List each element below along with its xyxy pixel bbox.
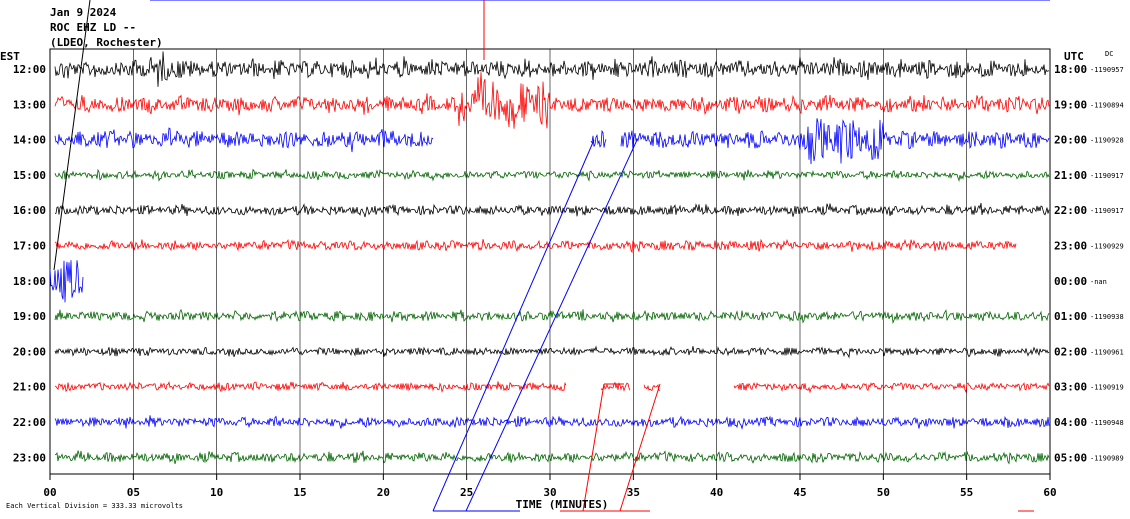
trace-12:00 xyxy=(54,51,1050,87)
x-axis-label: TIME (MINUTES) xyxy=(516,498,609,511)
utc-label-20:00: 20:00 xyxy=(1054,134,1087,147)
trace-14:00 xyxy=(54,118,1050,165)
est-label-20:00: 20:00 xyxy=(13,345,46,358)
x-tick-label-00: 00 xyxy=(43,486,56,499)
dc-offset-23:00: -1190929 xyxy=(1090,243,1124,251)
est-label-15:00: 15:00 xyxy=(13,169,46,182)
left-timezone-label: EST xyxy=(0,50,20,63)
artifact-line-2 xyxy=(53,0,91,271)
dc-offset-04:00: -1190948 xyxy=(1090,419,1124,427)
est-label-16:00: 16:00 xyxy=(13,204,46,217)
est-label-12:00: 12:00 xyxy=(13,63,46,76)
seismic-traces xyxy=(49,51,1050,465)
est-label-22:00: 22:00 xyxy=(13,416,46,429)
dc-offset-18:00: -1190957 xyxy=(1090,66,1124,74)
utc-label-22:00: 22:00 xyxy=(1054,204,1087,217)
x-tick-label-25: 25 xyxy=(460,486,473,499)
est-label-14:00: 14:00 xyxy=(13,134,46,147)
x-tick-label-40: 40 xyxy=(710,486,723,499)
x-tick-label-55: 55 xyxy=(960,486,973,499)
header-date: Jan 9 2024 xyxy=(50,6,117,19)
trace-19:00 xyxy=(54,308,1050,325)
dc-label: DC xyxy=(1105,50,1113,58)
x-tick-label-35: 35 xyxy=(627,486,640,499)
dc-offset-00:00: -nan xyxy=(1090,278,1107,286)
right-timezone-label: UTC xyxy=(1064,50,1084,63)
x-tick-label-30: 30 xyxy=(543,486,556,499)
artifact-line-6 xyxy=(619,383,661,512)
dc-offset-05:00: -1190989 xyxy=(1090,454,1124,462)
dc-offset-20:00: -1190928 xyxy=(1090,137,1124,145)
trace-23:00 xyxy=(55,450,1050,465)
trace-13:00 xyxy=(54,72,1050,129)
minute-gridlines xyxy=(49,49,1051,480)
utc-label-04:00: 04:00 xyxy=(1054,416,1087,429)
utc-label-03:00: 03:00 xyxy=(1054,381,1087,394)
trace-15:00 xyxy=(54,168,1050,183)
artifact-line-3 xyxy=(432,139,595,512)
scale-note: Each Vertical Division = 333.33 microvol… xyxy=(6,502,183,510)
est-label-23:00: 23:00 xyxy=(13,451,46,464)
x-tick-label-20: 20 xyxy=(377,486,390,499)
utc-label-05:00: 05:00 xyxy=(1054,451,1087,464)
trace-18:00 xyxy=(49,260,84,303)
utc-label-02:00: 02:00 xyxy=(1054,345,1087,358)
trace-21:00 xyxy=(54,380,1050,394)
x-tick-label-60: 60 xyxy=(1043,486,1056,499)
est-label-13:00: 13:00 xyxy=(13,98,46,111)
utc-label-00:00: 00:00 xyxy=(1054,275,1087,288)
est-label-17:00: 17:00 xyxy=(13,240,46,253)
dc-offset-01:00: -1190938 xyxy=(1090,313,1124,321)
x-tick-label-15: 15 xyxy=(293,486,306,499)
x-tick-label-50: 50 xyxy=(877,486,890,499)
est-label-19:00: 19:00 xyxy=(13,310,46,323)
telemetry-artifact-lines xyxy=(53,0,1050,512)
trace-22:00 xyxy=(54,415,1050,430)
x-tick-labels: 00 05 10 15 20 25 30 35 40 45 50 55 60 xyxy=(43,486,1056,499)
utc-label-23:00: 23:00 xyxy=(1054,240,1087,253)
x-tick-label-10: 10 xyxy=(210,486,223,499)
dc-offset-21:00: -1190917 xyxy=(1090,172,1124,180)
trace-17:00 xyxy=(54,238,1017,254)
header-network: (LDEO, Rochester) xyxy=(50,36,163,49)
utc-label-21:00: 21:00 xyxy=(1054,169,1087,182)
dc-offset-22:00: -1190917 xyxy=(1090,207,1124,215)
artifact-line-4 xyxy=(465,139,638,512)
header-station: ROC EHZ LD -- xyxy=(50,21,136,34)
dc-offset-02:00: -1190961 xyxy=(1090,348,1124,356)
utc-label-01:00: 01:00 xyxy=(1054,310,1087,323)
x-tick-label-05: 05 xyxy=(127,486,140,499)
trace-16:00 xyxy=(54,202,1050,218)
trace-20:00 xyxy=(54,345,1050,359)
utc-label-18:00: 18:00 xyxy=(1054,63,1087,76)
est-label-21:00: 21:00 xyxy=(13,381,46,394)
est-label-18:00: 18:00 xyxy=(13,275,46,288)
x-tick-label-45: 45 xyxy=(793,486,806,499)
utc-label-19:00: 19:00 xyxy=(1054,98,1087,111)
artifact-line-5 xyxy=(582,383,605,512)
dc-offset-03:00: -1190919 xyxy=(1090,384,1124,392)
dc-offset-19:00: -1190894 xyxy=(1090,101,1124,109)
